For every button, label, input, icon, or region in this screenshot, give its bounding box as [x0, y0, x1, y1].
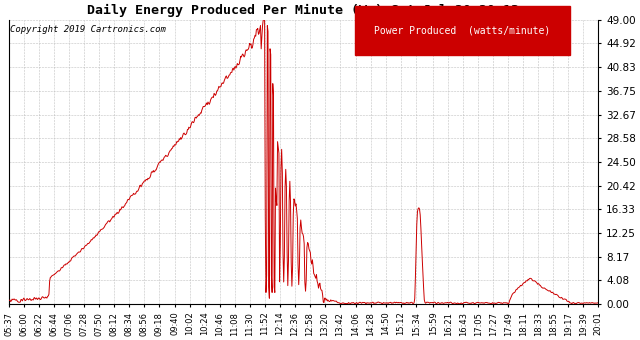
Title: Daily Energy Produced Per Minute (Wm) Sat Jul 20 20:13: Daily Energy Produced Per Minute (Wm) Sa… [88, 4, 520, 17]
Text: Copyright 2019 Cartronics.com: Copyright 2019 Cartronics.com [10, 26, 166, 34]
Text: Power Produced  (watts/minute): Power Produced (watts/minute) [374, 26, 550, 35]
